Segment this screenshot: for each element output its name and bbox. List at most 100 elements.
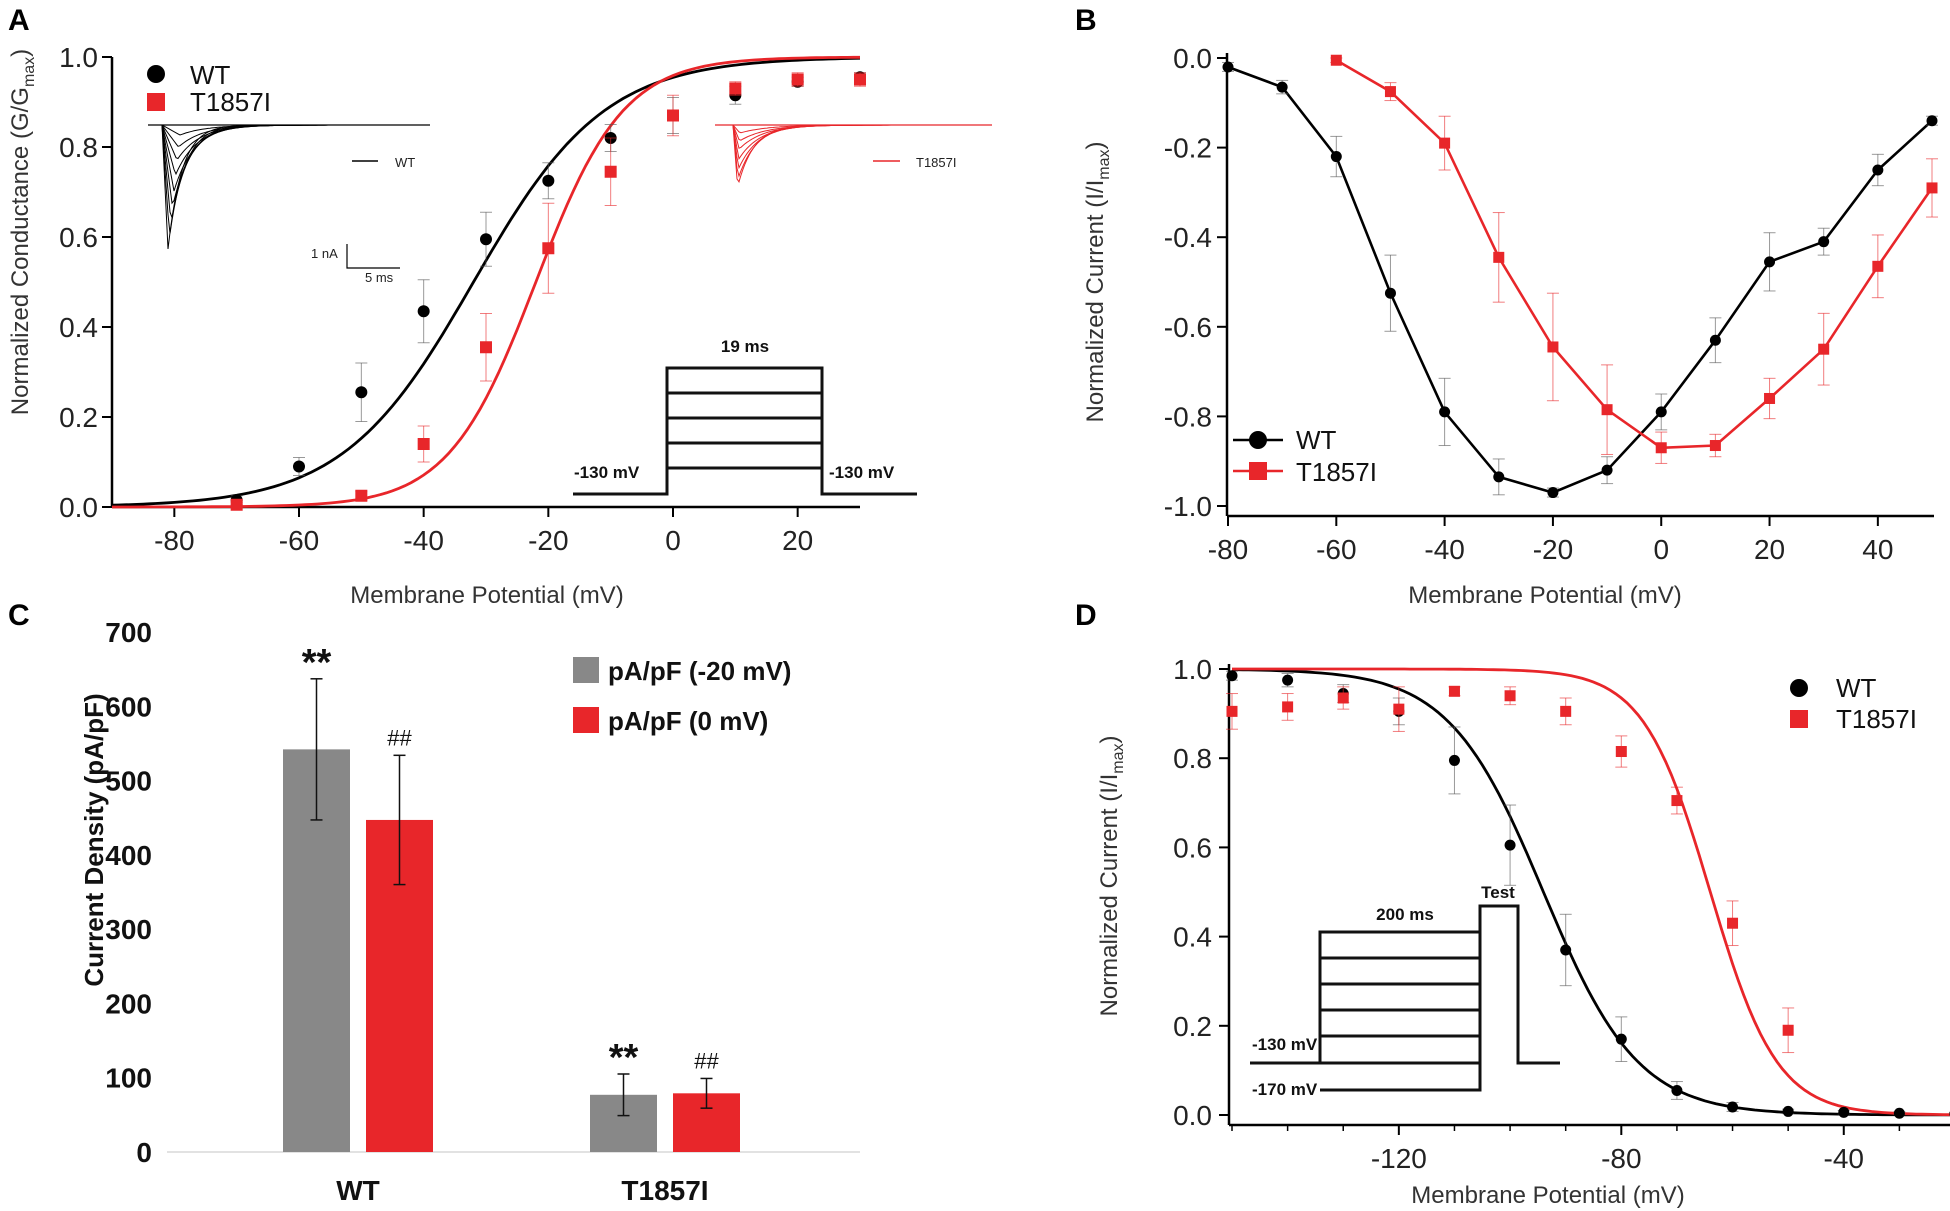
panel-a-ticks: -80 -60 -40 -20 0 20 0.0 0.2 0.4 0.6 0.8 1.0 <box>59 42 813 556</box>
data-point-t1857i <box>1782 1024 1794 1036</box>
panel-d-letter: D <box>1075 599 1097 632</box>
data-point-wt <box>1547 487 1559 499</box>
y-tick-label: 0.8 <box>1173 743 1212 774</box>
significance-marker: ## <box>694 1048 719 1073</box>
data-point-t1857i <box>417 438 430 450</box>
legend-0mv-label: pA/pF (0 mV) <box>608 706 768 736</box>
data-point-t1857i <box>854 73 866 86</box>
data-point-wt <box>1818 236 1830 248</box>
panel-b-ticks: -80 -60 -40 -20 0 20 40 0.0 -0.2 -0.4 -0.6 -0.8 -1.0 <box>1164 43 1894 565</box>
protocol-a-hold-right: -130 mV <box>829 463 895 482</box>
panel-d: D -120 -80 -40 0.0 0.2 0.4 0.6 0.8 1.0 Membrane … <box>1075 599 1950 1209</box>
panel-c-ylabel: Current Density (pA/pF) <box>79 693 109 986</box>
data-point-wt <box>355 386 368 399</box>
panel-d-xlabel: Membrane Potential (mV) <box>1411 1182 1684 1209</box>
y-tick-label: 0.6 <box>59 222 98 253</box>
panel-a-ylabel: Normalized Conductance (G/Gmax) <box>7 49 38 415</box>
data-point-wt <box>1439 406 1451 418</box>
panel-d-ylabel: Normalized Current (I/Imax) <box>1096 736 1127 1017</box>
legend-t1857i-marker <box>1249 462 1267 480</box>
data-point-wt <box>1384 287 1396 299</box>
panel-d-fits <box>1231 667 1950 1117</box>
legend-t1857i-marker <box>1790 710 1808 728</box>
y-tick-label: -0.4 <box>1164 222 1212 253</box>
panel-d-ticks: -120 -80 -40 0.0 0.2 0.4 0.6 0.8 1.0 <box>1173 654 1901 1174</box>
data-point-wt <box>417 305 430 318</box>
data-point-wt <box>1504 839 1516 851</box>
y-tick-label: 0.0 <box>59 492 98 523</box>
panel-d-axes <box>1227 664 1950 1127</box>
y-tick-label: 400 <box>105 840 152 871</box>
data-point-wt <box>1493 471 1505 483</box>
data-point-t1857i <box>1384 86 1396 98</box>
x-tick-label: -20 <box>1533 534 1573 565</box>
data-point-t1857i <box>1601 404 1613 416</box>
data-point-wt <box>1601 464 1613 476</box>
protocol-d-test: Test <box>1481 883 1515 902</box>
data-point-t1857i <box>1448 685 1460 697</box>
data-point-t1857i <box>604 165 617 178</box>
data-point-wt <box>1276 81 1288 93</box>
legend-wt-label: WT <box>1836 673 1877 703</box>
panel-c-category-t1857i: T1857I <box>621 1175 708 1206</box>
x-tick-label: 0 <box>1653 534 1669 565</box>
panel-b: B -80 -60 -40 -20 0 20 40 0.0 -0.2 -0.4 -0.6 -0.8 -1… <box>1075 4 1938 609</box>
scale-bar <box>346 244 400 269</box>
data-point-wt <box>1330 151 1342 163</box>
panel-a-letter: A <box>8 4 30 37</box>
data-point-t1857i <box>480 341 492 354</box>
panel-d-marks <box>1226 670 1950 1119</box>
data-point-wt <box>1615 1033 1627 1045</box>
data-point-wt <box>1926 115 1938 127</box>
x-tick-label: 0 <box>665 525 681 556</box>
x-tick-label: -60 <box>1316 534 1356 565</box>
data-point-t1857i <box>1504 690 1516 702</box>
protocol-d-hold-top: -130 mV <box>1252 1035 1318 1054</box>
data-point-t1857i <box>1818 343 1830 355</box>
panel-a-t1857i-traces <box>715 124 992 183</box>
current-trace-wt <box>161 124 430 250</box>
panel-b-xlabel: Membrane Potential (mV) <box>1408 582 1681 609</box>
legend-neg20-label: pA/pF (-20 mV) <box>608 656 791 686</box>
y-tick-label: 600 <box>105 691 152 722</box>
panel-b-ylabel: Normalized Current (I/Imax) <box>1082 142 1113 423</box>
data-point-wt <box>1671 1084 1683 1096</box>
data-point-t1857i <box>542 242 555 255</box>
data-point-wt <box>480 233 492 246</box>
legend-t1857i-marker <box>147 93 165 111</box>
protocol-d-hold-bottom: -170 mV <box>1252 1080 1318 1099</box>
inset-t1857i-label: T1857I <box>916 155 956 170</box>
data-point-t1857i <box>791 73 804 86</box>
protocol-d-duration: 200 ms <box>1376 905 1434 924</box>
y-tick-label: 0.4 <box>59 312 98 343</box>
y-tick-label: 300 <box>105 914 152 945</box>
data-point-wt <box>1709 334 1721 346</box>
y-tick-label: 0 <box>136 1137 152 1168</box>
fit-curve-t1857i <box>1232 667 1950 1117</box>
y-tick-label: 700 <box>105 617 152 648</box>
data-point-t1857i <box>1493 251 1505 263</box>
y-tick-label: 0.0 <box>1173 43 1212 74</box>
y-tick-label: -1.0 <box>1164 491 1212 522</box>
y-tick-label: 0.4 <box>1173 922 1212 953</box>
data-point-t1857i <box>1709 440 1721 452</box>
y-tick-label: 0.8 <box>59 132 98 163</box>
x-tick-label: -80 <box>1601 1143 1641 1174</box>
series-line-t1857i <box>1335 59 1934 450</box>
x-tick-label: -40 <box>1824 1143 1864 1174</box>
panel-b-letter: B <box>1075 4 1097 37</box>
panel-a-xlabel: Membrane Potential (mV) <box>350 582 623 609</box>
data-point-wt <box>1655 406 1667 418</box>
y-tick-label: 0.2 <box>59 402 98 433</box>
x-tick-label: -80 <box>1208 534 1248 565</box>
data-point-t1857i <box>1615 746 1627 758</box>
data-point-wt <box>293 460 305 473</box>
y-tick-label: 0.2 <box>1173 1011 1212 1042</box>
data-point-t1857i <box>1872 260 1884 272</box>
x-tick-label: 20 <box>1754 534 1785 565</box>
x-tick-label: 40 <box>1862 534 1893 565</box>
panel-c-marks: ** ** ## ## <box>283 642 740 1152</box>
data-point-wt <box>1893 1107 1905 1119</box>
y-tick-label: 0.0 <box>1173 1100 1212 1131</box>
